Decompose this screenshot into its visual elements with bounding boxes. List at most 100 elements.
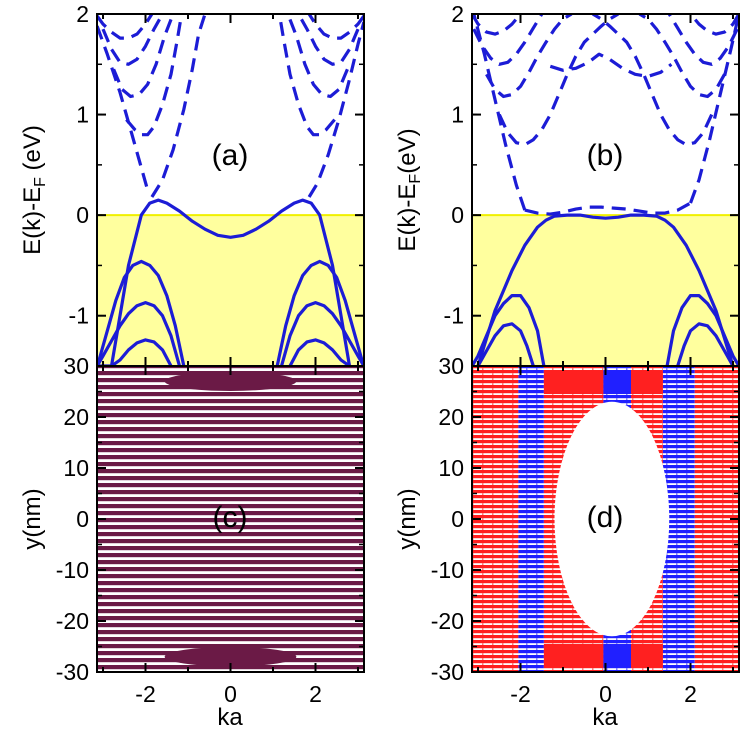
x-tick-label: 0 [224,681,237,707]
valence-band-2 [97,301,182,366]
valence-band-4 [676,322,735,366]
edge-cap-top-1 [603,371,631,395]
panel-c-plot [97,366,364,672]
y-tick-label: 1 [76,102,89,128]
conduction-band-10 [125,14,184,137]
edge-state-bottom [164,647,297,667]
y-tick-label: 10 [438,455,464,481]
valence-band-3 [476,322,535,366]
valence-band-2 [665,294,739,366]
y-tick-label: 30 [438,353,464,379]
y-tick-label: -20 [56,608,89,634]
valence-band-1 [288,338,352,366]
panel-c-x-axis-label: ka [217,704,243,731]
conduction-band-15 [286,14,349,99]
y-tick-label: 0 [76,506,89,532]
conduction-band-16 [297,14,360,66]
y-tick-label: 1 [451,102,464,128]
panel-b: -1 0 1 2 (b) E(k)-EF(eV) [394,1,740,367]
y-tick-label: 20 [63,404,89,430]
valence-band-3 [279,301,364,366]
bulk-hole [554,401,670,637]
conduction-band-5 [524,201,692,216]
edge-cap-bottom-2 [630,643,663,667]
valence-band-0 [97,338,173,366]
conduction-band-13 [97,14,154,40]
conduction-band-10 [485,14,573,99]
conduction-band-16 [549,52,673,79]
conduction-band-14 [277,14,336,137]
conduction-band-12 [472,14,544,66]
valence-band-4 [97,259,186,366]
y-tick-label: 0 [451,202,464,228]
y-tick-label: -1 [444,303,464,329]
conduction-band-15 [689,14,739,36]
valence-band-1 [472,294,546,366]
panel-a-ylabel-main: E(k)-E [19,187,46,255]
conduction-band-7 [150,14,207,198]
conduction-band-9 [591,14,714,147]
x-tick-label: -2 [510,681,530,707]
panel-b-y-axis-label: E(k)-EF(eV) [394,128,424,251]
y-tick-label: -10 [56,557,89,583]
edge-cap-bottom-1 [603,643,631,667]
x-tick-label: 2 [684,681,697,707]
panel-a-ylabel-sub: F [32,177,49,187]
panel-d-y-axis-label: y(nm) [394,488,421,549]
y-tick-label: 20 [438,404,464,430]
conduction-band-6 [688,14,739,204]
x-tick-label: 2 [309,681,322,707]
valence-band-5 [275,259,364,366]
panel-a-label: (a) [212,139,249,172]
panel-c-y-axis-label: y(nm) [19,488,46,549]
y-tick-label: 0 [76,202,89,228]
conduction-band-8 [497,14,620,147]
panel-c-label: (c) [213,501,248,534]
conduction-band-13 [667,14,739,66]
conduction-band-12 [101,14,164,66]
y-tick-label: -30 [56,659,89,685]
panel-a-y-axis-label: E(k)-EF (eV) [19,125,49,255]
panel-a-plot [97,14,364,366]
panel-b-ylabel-sub: F [407,174,424,184]
conduction-band-11 [638,14,726,99]
edge-cap-bottom-0 [543,643,604,667]
y-tick-label: 30 [63,353,89,379]
panel-a-ylabel-unit: (eV) [19,125,46,177]
y-tick-label: 2 [76,1,89,27]
panel-b-label: (b) [587,139,624,172]
panel-b-plot [472,14,739,366]
conduction-band-17 [307,14,364,40]
y-tick-label: -10 [431,557,464,583]
spin-band-1 [518,366,544,672]
y-tick-label: -1 [69,303,89,329]
panel-b-ylabel-main: E(k)-E [394,184,421,252]
x-tick-label: -2 [135,681,155,707]
panel-a: -1 0 1 2 (a) E(k)-EF (eV) [19,1,365,367]
x-tick-label: 0 [599,681,612,707]
valence-band-6 [109,198,352,366]
y-tick-label: 10 [63,455,89,481]
valence-band-0 [476,213,735,366]
y-tick-label: -30 [431,659,464,685]
y-tick-label: -20 [431,608,464,634]
conduction-band-9 [97,25,150,191]
conduction-band-11 [112,14,175,99]
panel-d-label: (d) [587,501,624,534]
edge-cap-top-0 [543,371,604,395]
density-stripes [97,366,364,672]
panel-b-ylabel-unit: (eV) [394,128,421,173]
edge-cap-top-2 [630,371,663,395]
panel-d-x-axis-label: ka [592,704,618,731]
edge-state-top [164,371,297,391]
y-tick-label: 0 [451,506,464,532]
conduction-band-7 [472,14,527,211]
conduction-band-14 [472,14,522,36]
conduction-band-8 [307,21,364,198]
y-tick-label: 2 [451,1,464,27]
